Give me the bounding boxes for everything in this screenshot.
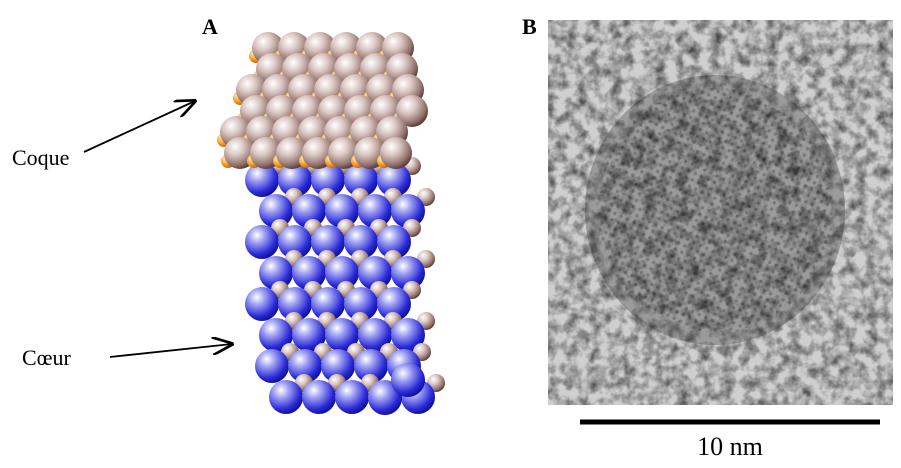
- scale-bar-label: 10 nm: [697, 432, 763, 461]
- core-atom: [245, 225, 279, 259]
- panel-label: B: [522, 14, 537, 39]
- figure: 10 nm A B Coque Cœur: [0, 0, 901, 468]
- shell-atom: [380, 137, 412, 169]
- tem-noise: [548, 20, 893, 405]
- core-atom: [302, 380, 336, 414]
- panel-label: A: [202, 14, 218, 39]
- core-atom: [269, 380, 303, 414]
- arrow: [84, 101, 195, 152]
- core-atom: [391, 363, 425, 397]
- core-shell-model: [217, 32, 445, 415]
- core-atom: [255, 349, 289, 383]
- tem-image: [548, 20, 893, 405]
- arrow: [110, 344, 232, 357]
- core-atom: [245, 287, 279, 321]
- core-atom: [335, 380, 369, 414]
- annotation: Coque: [12, 145, 69, 170]
- annotation: Cœur: [22, 345, 72, 370]
